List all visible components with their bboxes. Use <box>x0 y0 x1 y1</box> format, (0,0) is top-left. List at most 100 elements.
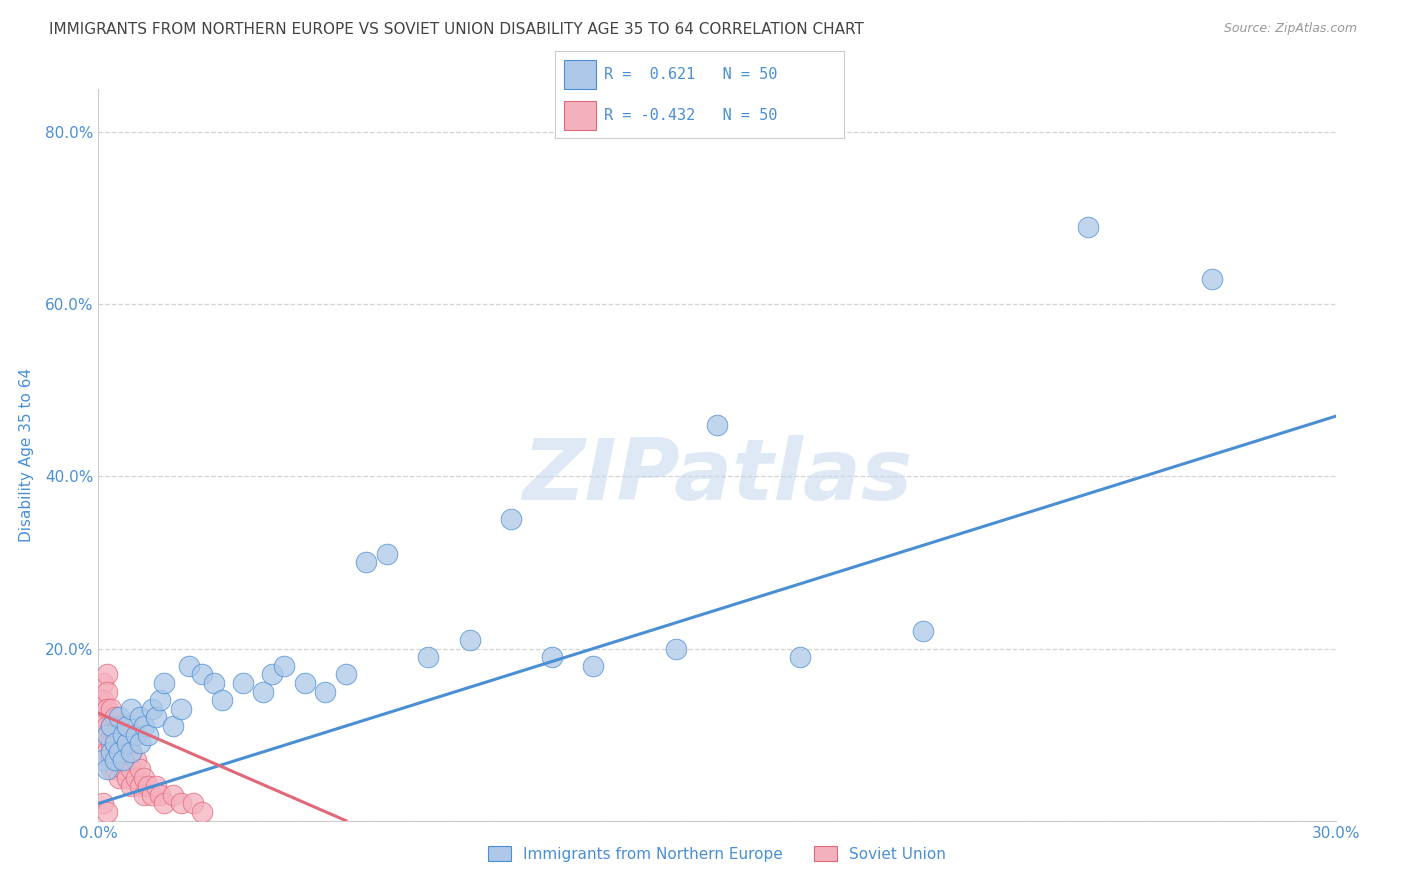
Point <box>89 693 111 707</box>
Point <box>120 702 142 716</box>
Point <box>100 719 122 733</box>
Point <box>104 728 127 742</box>
Point <box>96 702 118 716</box>
Point <box>149 788 172 802</box>
Bar <box>564 101 596 129</box>
Point <box>112 753 135 767</box>
Point <box>153 676 176 690</box>
Point <box>145 710 167 724</box>
Point <box>108 710 131 724</box>
Text: ZIPatlas: ZIPatlas <box>522 435 912 518</box>
Point <box>91 710 114 724</box>
Point <box>100 719 122 733</box>
Point <box>706 417 728 432</box>
Point <box>232 676 254 690</box>
Point <box>100 762 122 776</box>
Point <box>190 667 212 681</box>
Point <box>458 632 481 647</box>
Point <box>96 762 118 776</box>
Point <box>117 736 139 750</box>
Point <box>170 702 193 716</box>
Point <box>91 728 114 742</box>
Point <box>294 676 316 690</box>
Point <box>91 797 114 811</box>
Point <box>356 556 378 570</box>
Point <box>132 771 155 785</box>
Point <box>211 693 233 707</box>
Point <box>104 710 127 724</box>
Text: Source: ZipAtlas.com: Source: ZipAtlas.com <box>1223 22 1357 36</box>
Point <box>112 728 135 742</box>
Point <box>128 736 150 750</box>
Point <box>104 736 127 750</box>
Point <box>96 684 118 698</box>
Point <box>541 650 564 665</box>
Text: IMMIGRANTS FROM NORTHERN EUROPE VS SOVIET UNION DISABILITY AGE 35 TO 64 CORRELAT: IMMIGRANTS FROM NORTHERN EUROPE VS SOVIE… <box>49 22 865 37</box>
Y-axis label: Disability Age 35 to 64: Disability Age 35 to 64 <box>18 368 34 542</box>
Point <box>117 753 139 767</box>
Point <box>96 728 118 742</box>
Point <box>179 658 201 673</box>
Point <box>120 779 142 793</box>
Point <box>108 771 131 785</box>
Point <box>149 693 172 707</box>
Point <box>120 745 142 759</box>
Point <box>132 719 155 733</box>
Point <box>145 779 167 793</box>
Point <box>108 745 131 759</box>
Point <box>136 779 159 793</box>
Point <box>128 762 150 776</box>
Text: R =  0.621   N = 50: R = 0.621 N = 50 <box>605 68 778 82</box>
Point <box>104 762 127 776</box>
Point <box>96 745 118 759</box>
Point <box>128 779 150 793</box>
Point <box>132 788 155 802</box>
Point <box>1077 219 1099 234</box>
Point <box>190 805 212 819</box>
Point <box>202 676 225 690</box>
Point <box>128 710 150 724</box>
Point <box>117 771 139 785</box>
Point <box>96 719 118 733</box>
Point <box>108 753 131 767</box>
Point <box>252 684 274 698</box>
Point <box>124 728 146 742</box>
Point <box>1201 271 1223 285</box>
Point <box>314 684 336 698</box>
Point <box>499 512 522 526</box>
Point <box>418 650 440 665</box>
Point <box>136 728 159 742</box>
Point <box>162 788 184 802</box>
Point <box>117 719 139 733</box>
Point <box>273 658 295 673</box>
Point <box>170 797 193 811</box>
Point <box>112 762 135 776</box>
Point <box>100 736 122 750</box>
Point <box>91 676 114 690</box>
Point <box>582 658 605 673</box>
Point <box>120 745 142 759</box>
Point <box>141 788 163 802</box>
Point <box>96 736 118 750</box>
Point <box>104 753 127 767</box>
Legend: Immigrants from Northern Europe, Soviet Union: Immigrants from Northern Europe, Soviet … <box>482 839 952 868</box>
Point <box>96 667 118 681</box>
Point <box>96 805 118 819</box>
Point <box>153 797 176 811</box>
Point <box>124 771 146 785</box>
Point <box>260 667 283 681</box>
Point <box>375 547 398 561</box>
Bar <box>564 61 596 89</box>
Point <box>665 641 688 656</box>
Point <box>104 745 127 759</box>
Point <box>91 693 114 707</box>
Text: R = -0.432   N = 50: R = -0.432 N = 50 <box>605 108 778 122</box>
Point <box>181 797 204 811</box>
Point <box>108 719 131 733</box>
Point <box>120 762 142 776</box>
Point <box>912 624 935 639</box>
Point <box>108 736 131 750</box>
Point <box>335 667 357 681</box>
Point <box>117 736 139 750</box>
Point <box>112 745 135 759</box>
